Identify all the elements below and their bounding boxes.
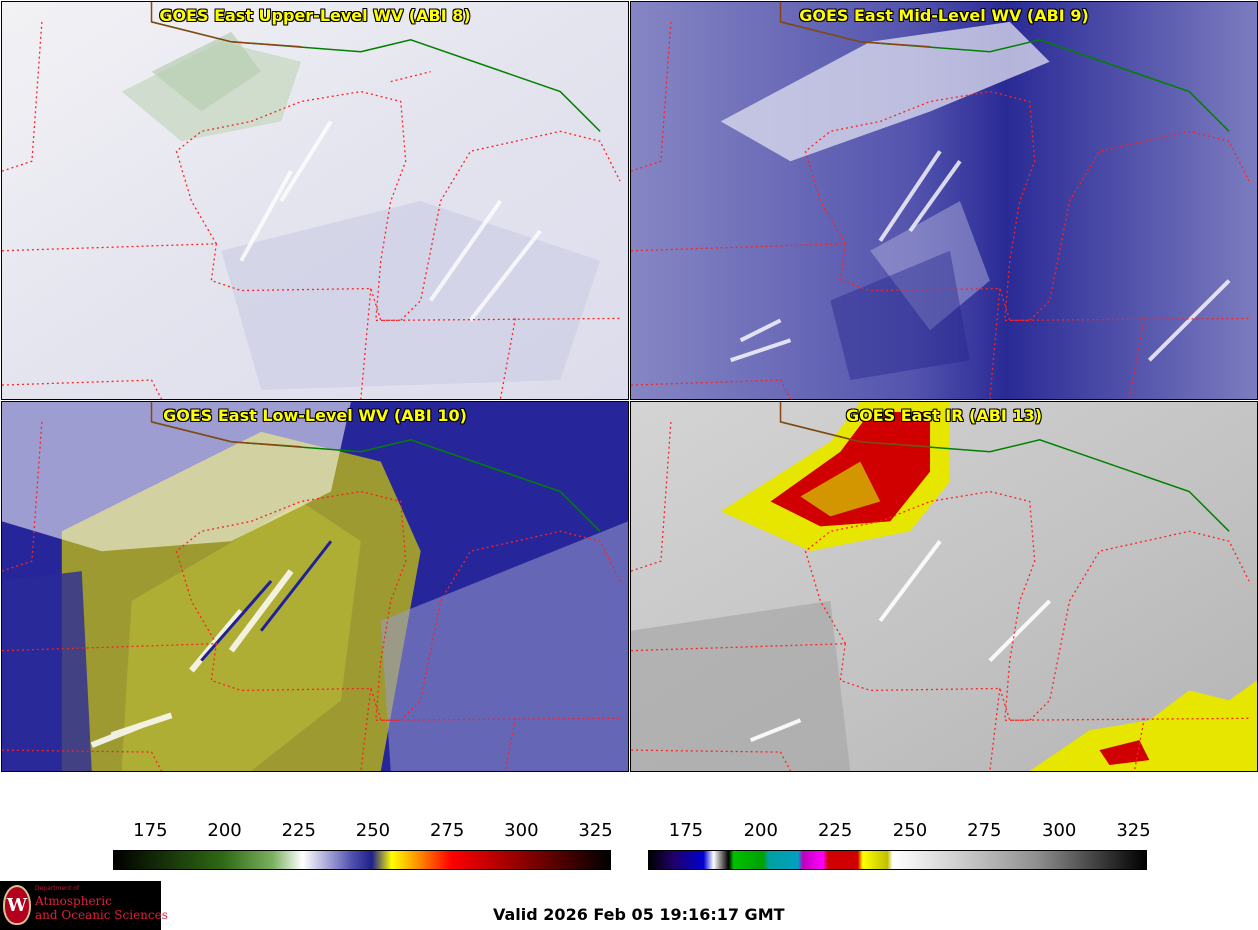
wv-mid-image (631, 2, 1257, 399)
ir-colorbar-gradient (648, 850, 1147, 870)
colorbar-tick: 175 (668, 820, 704, 841)
ir-colorbar: 175 200 225 250 275 300 325 (648, 820, 1151, 872)
panel-ir: GOES East IR (ABI 13) (630, 401, 1258, 772)
colorbar-tick: 300 (504, 820, 539, 841)
wv-colorbar-gradient (113, 850, 611, 870)
logo-dept-label: Department of (35, 885, 79, 892)
colorbar-tick: 200 (207, 820, 242, 841)
colorbar-tick: 275 (429, 820, 465, 841)
colorbar-tick: 225 (817, 820, 853, 841)
panel-upper-level-wv: GOES East Upper-Level WV (ABI 8) (1, 1, 629, 400)
colorbar-tick: 250 (892, 820, 928, 841)
colorbar-tick: 250 (355, 820, 391, 841)
colorbar-tick: 300 (1041, 820, 1077, 841)
colorbar-tick: 175 (133, 820, 168, 841)
panel-mid-level-wv: GOES East Mid-Level WV (ABI 9) (630, 1, 1258, 400)
colorbar-tick: 325 (578, 820, 613, 841)
colorbar-tick: 325 (1116, 820, 1151, 841)
uw-seal-icon: W (3, 885, 31, 925)
valid-time: Valid 2026 Feb 05 19:16:17 GMT (493, 905, 785, 924)
ir-image (631, 402, 1257, 771)
panel-title: GOES East Upper-Level WV (ABI 8) (159, 6, 471, 25)
aos-logo: W Department of Atmospheric and Oceanic … (0, 881, 168, 930)
panel-title: GOES East IR (ABI 13) (845, 406, 1043, 425)
logo-line-1: Atmospheric (35, 894, 112, 908)
panel-title: GOES East Mid-Level WV (ABI 9) (799, 6, 1089, 25)
wv-upper-image (2, 2, 628, 399)
wv-low-image (2, 402, 628, 771)
colorbar-tick: 200 (743, 820, 778, 841)
panel-low-level-wv: GOES East Low-Level WV (ABI 10) (1, 401, 629, 772)
panel-title: GOES East Low-Level WV (ABI 10) (163, 406, 467, 425)
logo-line-2: and Oceanic Sciences (35, 908, 168, 922)
wv-colorbar: 175 200 225 250 275 300 325 (113, 820, 613, 872)
colorbar-tick: 225 (281, 820, 316, 841)
colorbar-tick: 275 (967, 820, 1002, 841)
